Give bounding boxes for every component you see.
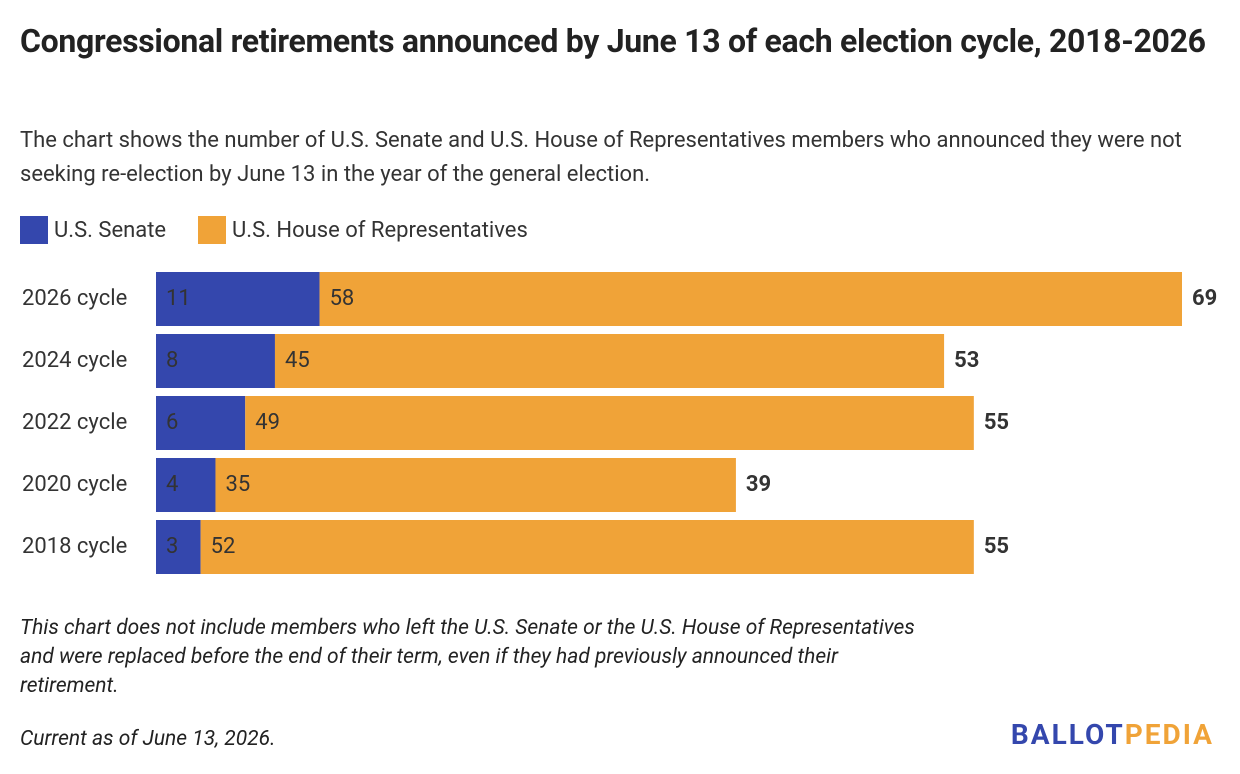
bar-segment xyxy=(319,272,1183,326)
bar-segment xyxy=(156,520,201,574)
total-label: 53 xyxy=(954,348,979,373)
value-label: 3 xyxy=(166,534,178,559)
bar-segment xyxy=(156,458,216,512)
bar-segment xyxy=(156,396,246,450)
logo: BALLOTPEDIA xyxy=(1011,718,1214,751)
source-note: Current as of June 13, 2026. xyxy=(20,727,276,751)
legend-swatch xyxy=(198,216,226,244)
value-label: 35 xyxy=(225,472,250,497)
logo-part: PEDIA xyxy=(1124,718,1214,751)
total-label: 69 xyxy=(1192,286,1217,311)
bar-segment xyxy=(156,272,320,326)
footnote: This chart does not include members who … xyxy=(20,616,915,698)
y-tick-label: 2026 cycle xyxy=(22,286,127,311)
chart-subtitle: The chart shows the number of U.S. Senat… xyxy=(20,128,1182,187)
value-label: 45 xyxy=(285,348,310,373)
chart-title: Congressional retirements announced by J… xyxy=(20,22,1206,60)
value-label: 49 xyxy=(255,410,280,435)
legend-label: U.S. House of Representatives xyxy=(232,218,528,243)
bar-segment xyxy=(215,458,736,512)
chart: U.S. Senate U.S. House of Representatives… xyxy=(20,216,1217,574)
bar-segment xyxy=(274,334,945,388)
y-tick-label: 2022 cycle xyxy=(22,410,127,435)
value-label: 58 xyxy=(330,286,355,311)
bar-segment xyxy=(156,334,275,388)
logo-part: BALLOT xyxy=(1010,718,1125,751)
bar-segment xyxy=(245,396,974,450)
legend-swatch xyxy=(20,216,48,244)
bar-segment xyxy=(200,520,974,574)
value-label: 6 xyxy=(166,410,178,435)
total-label: 55 xyxy=(984,410,1009,435)
value-label: 52 xyxy=(211,534,236,559)
value-label: 8 xyxy=(166,348,178,373)
legend-label: U.S. Senate xyxy=(54,218,166,243)
total-label: 39 xyxy=(746,472,771,497)
value-label: 11 xyxy=(166,286,191,311)
y-tick-label: 2018 cycle xyxy=(22,534,127,559)
value-label: 4 xyxy=(166,472,178,497)
y-tick-label: 2020 cycle xyxy=(22,472,127,497)
total-label: 55 xyxy=(984,534,1009,559)
y-tick-label: 2024 cycle xyxy=(22,348,127,373)
